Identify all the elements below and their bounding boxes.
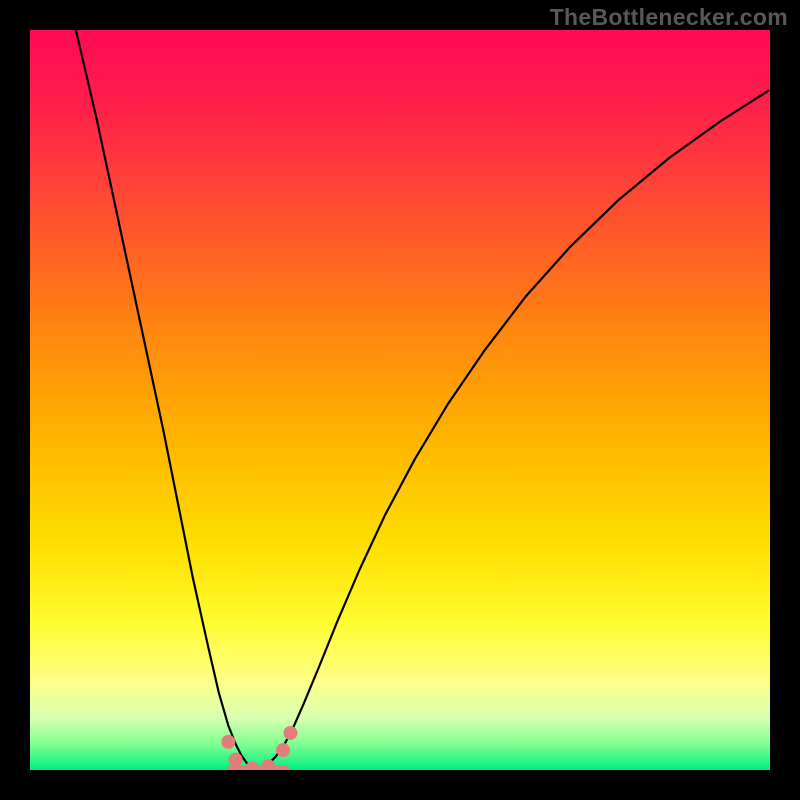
minimum-dot (276, 743, 290, 757)
plot-area (30, 30, 770, 770)
minimum-dot (283, 726, 297, 740)
gradient-background (30, 30, 770, 770)
watermark-text: TheBottlenecker.com (550, 4, 788, 31)
minimum-dot (221, 735, 235, 749)
minimum-dot (229, 753, 243, 767)
plot-svg (30, 30, 770, 770)
